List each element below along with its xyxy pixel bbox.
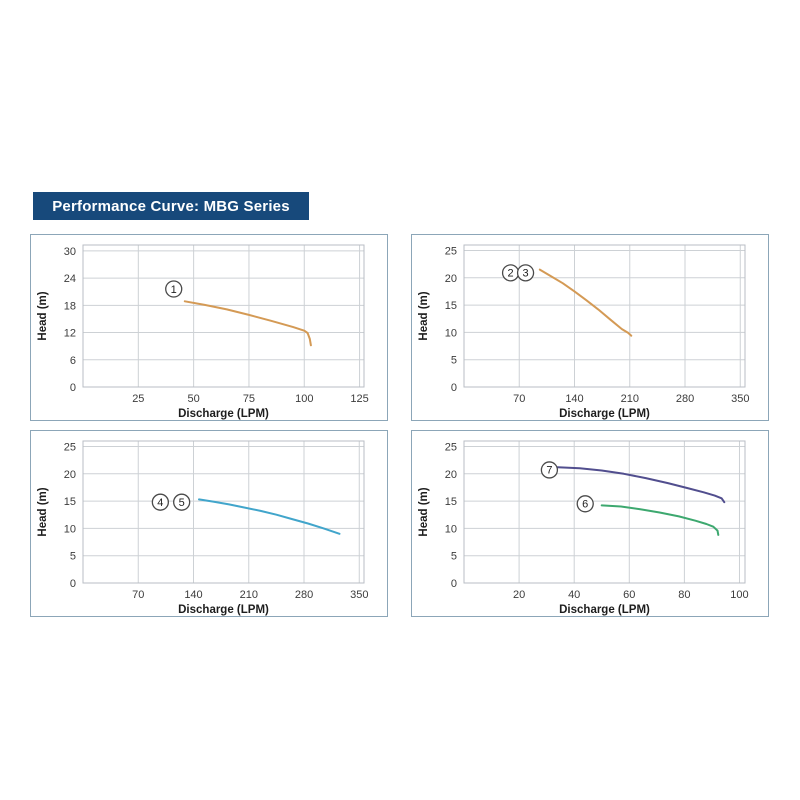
y-tick-label: 10 xyxy=(64,523,76,535)
chart-panel-top-right: 0 5 10 15 20 25 70 140 210 280 350 Discharge (LPM) H… xyxy=(411,234,769,421)
x-tick-label: 60 xyxy=(623,589,635,601)
curve-6 xyxy=(600,504,720,536)
x-tick-label: 40 xyxy=(568,589,580,601)
performance-chart-1: 0 6 12 18 24 30 25 50 75 100 125 Discharge (LPM) Hea… xyxy=(37,244,369,420)
performance-chart-6-7: 0 5 10 15 20 25 20 40 60 80 100 Discharge (LPM) Head… xyxy=(418,440,749,616)
curve-number-circle xyxy=(151,493,170,511)
curve-number-label: 2 xyxy=(508,268,514,280)
x-tick-label: 75 xyxy=(243,393,255,405)
curve-number-circle xyxy=(173,493,191,511)
y-tick-label: 0 xyxy=(70,382,76,394)
chart-panel-bottom-right: 0 5 10 15 20 25 20 40 60 80 100 Discharge (LPM) Head… xyxy=(411,430,769,617)
y-tick-label: 20 xyxy=(445,273,457,285)
y-tick-label: 15 xyxy=(445,496,457,508)
y-axis-title: Head (m) xyxy=(37,487,49,536)
y-tick-label: 5 xyxy=(451,551,457,563)
chart-panel-top-left: 0 6 12 18 24 30 25 50 75 100 125 Discharge (LPM) Hea… xyxy=(30,234,388,421)
x-tick-label: 25 xyxy=(132,393,144,405)
plot-border xyxy=(463,244,746,388)
x-tick-label: 210 xyxy=(240,589,258,601)
plot-border xyxy=(82,244,365,388)
x-tick-label: 280 xyxy=(295,589,313,601)
y-tick-label: 12 xyxy=(64,328,76,340)
y-tick-label: 0 xyxy=(70,578,76,590)
y-tick-label: 20 xyxy=(445,469,457,481)
x-tick-label: 280 xyxy=(676,393,694,405)
curve-1 xyxy=(183,300,312,347)
y-tick-label: 25 xyxy=(445,245,457,257)
y-tick-label: 24 xyxy=(64,273,76,285)
curve-number-circle xyxy=(165,280,183,298)
curve-number-label: 6 xyxy=(582,499,588,511)
x-axis-title: Discharge (LPM) xyxy=(559,408,650,420)
curve-2-3 xyxy=(538,268,633,337)
y-tick-label: 20 xyxy=(64,469,76,481)
y-tick-label: 25 xyxy=(64,441,76,453)
curve-4-5 xyxy=(198,498,341,535)
x-tick-label: 350 xyxy=(350,589,368,601)
y-tick-label: 30 xyxy=(64,246,76,258)
y-axis-title: Head (m) xyxy=(418,291,430,340)
curve-number-circle xyxy=(540,461,559,479)
x-tick-label: 125 xyxy=(350,393,368,405)
x-tick-label: 210 xyxy=(621,393,639,405)
y-axis-title: Head (m) xyxy=(418,487,430,536)
x-axis-title: Discharge (LPM) xyxy=(178,408,269,420)
plot-border xyxy=(463,440,746,584)
x-tick-label: 350 xyxy=(731,393,749,405)
y-tick-label: 15 xyxy=(445,300,457,312)
section-title-banner: Performance Curve: MBG Series xyxy=(33,192,309,220)
y-tick-label: 10 xyxy=(445,327,457,339)
curve-number-label: 7 xyxy=(546,465,552,477)
y-tick-label: 5 xyxy=(70,551,76,563)
curve-number-label: 5 xyxy=(179,497,185,509)
curve-number-circle xyxy=(516,264,535,282)
x-tick-label: 70 xyxy=(132,589,144,601)
y-tick-label: 25 xyxy=(445,441,457,453)
y-tick-label: 0 xyxy=(451,578,457,590)
x-tick-label: 70 xyxy=(513,393,525,405)
x-axis-title: Discharge (LPM) xyxy=(178,604,269,616)
x-tick-label: 140 xyxy=(565,393,583,405)
x-tick-label: 140 xyxy=(184,589,202,601)
y-axis-title: Head (m) xyxy=(37,291,49,340)
x-tick-label: 20 xyxy=(513,589,525,601)
y-tick-label: 10 xyxy=(445,523,457,535)
curve-number-label: 3 xyxy=(523,268,529,280)
x-tick-label: 100 xyxy=(295,393,313,405)
curve-7 xyxy=(556,466,726,504)
curve-number-label: 1 xyxy=(171,284,177,296)
y-tick-label: 6 xyxy=(70,355,76,367)
y-tick-label: 5 xyxy=(451,355,457,367)
curve-number-circle xyxy=(576,495,594,513)
plot-border xyxy=(82,440,365,584)
performance-chart-2-3: 0 5 10 15 20 25 70 140 210 280 350 Discharge (LPM) H… xyxy=(418,244,749,420)
y-tick-label: 15 xyxy=(64,496,76,508)
x-tick-label: 50 xyxy=(188,393,200,405)
performance-chart-4-5: 0 5 10 15 20 25 70 140 210 280 350 Discharge (LPM) H… xyxy=(37,440,368,616)
x-tick-label: 100 xyxy=(730,589,748,601)
x-axis-title: Discharge (LPM) xyxy=(559,604,650,616)
chart-panel-bottom-left: 0 5 10 15 20 25 70 140 210 280 350 Discharge (LPM) H… xyxy=(30,430,388,617)
curve-number-label: 4 xyxy=(157,497,163,509)
section-title: Performance Curve: MBG Series xyxy=(52,197,290,215)
x-tick-label: 80 xyxy=(678,589,690,601)
y-tick-label: 0 xyxy=(451,382,457,394)
y-tick-label: 18 xyxy=(64,300,76,312)
